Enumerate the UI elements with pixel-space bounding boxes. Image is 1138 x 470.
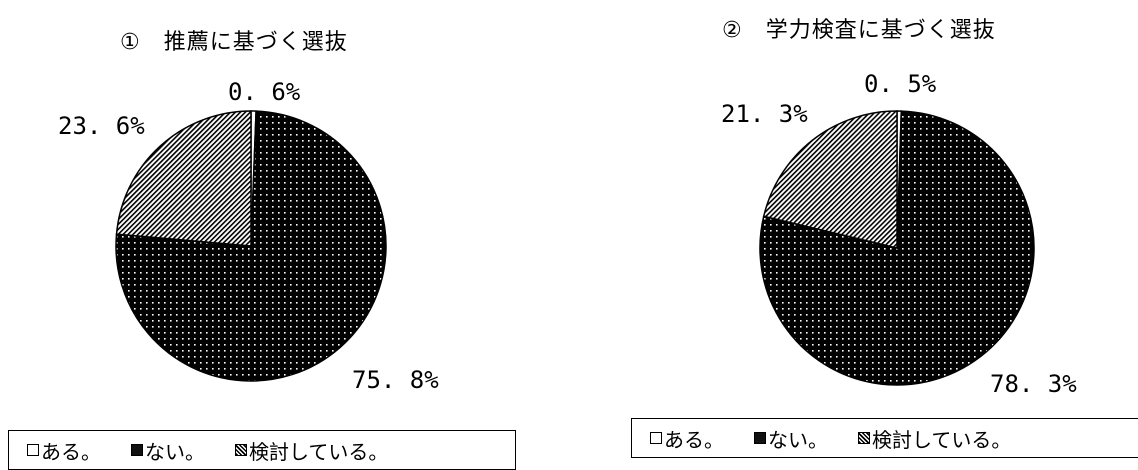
white-square-icon xyxy=(27,444,39,456)
legend-label: ある。 xyxy=(41,439,101,464)
legend-item-nai: ない。 xyxy=(754,424,828,453)
pie-slice-kentou xyxy=(115,110,252,247)
value-label-aru: 0. 5% xyxy=(864,70,937,98)
legend-label: ない。 xyxy=(145,439,205,464)
chart-title: ② 学力検査に基づく選抜 xyxy=(722,18,996,43)
value-label-kentou: 23. 6% xyxy=(58,112,145,140)
legend-item-aru: ある。 xyxy=(27,436,101,465)
dotted-black-square-icon xyxy=(754,432,766,444)
dotted-black-square-icon xyxy=(131,444,143,456)
legend-label: 検討している。 xyxy=(249,439,389,464)
value-label-nai: 75. 8% xyxy=(352,366,439,394)
pie-graphic xyxy=(759,110,1035,386)
legend-label: ない。 xyxy=(768,427,828,452)
legend-item-aru: ある。 xyxy=(650,424,724,453)
chart-title: ① 推薦に基づく選抜 xyxy=(120,30,348,55)
legend-item-nai: ない。 xyxy=(131,436,205,465)
legend-label: 検討している。 xyxy=(872,427,1012,452)
legend: ある。 ない。 検討している。 xyxy=(631,418,1138,458)
pie-chart-2: ② 学力検査に基づく選抜 0. 5% 78. 3% 21. 3% ある。 ない。… xyxy=(600,0,1138,459)
pie-graphic xyxy=(115,110,387,382)
value-label-kentou: 21. 3% xyxy=(721,100,808,128)
pie-slice-kentou xyxy=(762,110,898,249)
value-label-nai: 78. 3% xyxy=(990,370,1077,398)
legend: ある。 ない。 検討している。 xyxy=(8,430,516,470)
hatched-square-icon xyxy=(235,444,247,456)
legend-item-kentou: 検討している。 xyxy=(858,424,1011,453)
white-square-icon xyxy=(650,432,662,444)
value-label-aru: 0. 6% xyxy=(228,78,301,106)
pie-chart-1: ① 推薦に基づく選抜 0. 6% 75. 8% 23. 6% ある。 ない。 検… xyxy=(0,0,560,470)
legend-label: ある。 xyxy=(664,427,724,452)
hatched-square-icon xyxy=(858,432,870,444)
legend-item-kentou: 検討している。 xyxy=(235,436,388,465)
